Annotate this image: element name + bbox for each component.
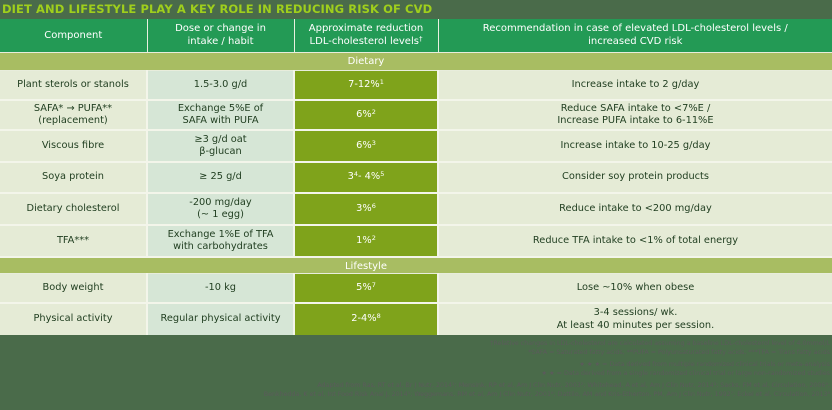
table-row: Viscous fibre ≥3 g/d oat β-glucan 6%3 Inc… <box>0 130 832 163</box>
table-header-row: Component Dose or change in intake / habi… <box>0 19 832 52</box>
dose-cell: ≥3 g/d oat β-glucan <box>147 130 295 163</box>
table-row: TFA*** Exchange 1%E of TFA with carbohydr… <box>0 225 832 258</box>
header-dose: Dose or change in intake / habit <box>147 19 295 52</box>
recommendation-cell: Reduce SAFA intake to <7%E / Increase PUF… <box>438 100 832 131</box>
section-row-lifestyle: Lifestyle <box>0 256 832 274</box>
recommendation-cell: Reduce intake to <200 mg/day <box>438 193 832 226</box>
source-line-1: Adapted from Ras, RT et al, Br J Nutr, 2… <box>317 382 830 389</box>
component-cell: TFA*** <box>0 225 148 258</box>
dose-cell: ≥ 25 g/d <box>147 162 295 194</box>
recommendation-cell: Consider soy protein products <box>438 162 832 194</box>
reduction-cell: 34- 4%5 <box>294 162 439 194</box>
component-cell: Viscous fibre <box>0 130 148 163</box>
recommendation-cell: Reduce TFA intake to <1% of total energy <box>438 225 832 258</box>
table-row: Body weight -10 kg 5%7 Lose ~10% when ob… <box>0 273 832 304</box>
header-recommendation: Recommendation in case of elevated LDL-c… <box>438 19 832 52</box>
reduction-cell: 7-12%1 <box>294 70 439 101</box>
page-title: DIET AND LIFESTYLE PLAY A KEY ROLE IN RE… <box>0 0 832 18</box>
reduction-cell: 2-4%8 <box>294 303 439 335</box>
component-cell: Plant sterols or stanols <box>0 70 148 101</box>
recommendation-cell: 3-4 sessions/ wk. At least 40 minutes per… <box>438 303 832 335</box>
header-component: Component <box>0 19 148 52</box>
cvd-reduction-table: Component Dose or change in intake / habi… <box>0 19 832 335</box>
reduction-cell: 6%2 <box>294 100 439 131</box>
footnote-abbreviations: *SAFA = Saturated fatty acids, **PUFA = … <box>528 349 830 356</box>
dose-cell: Regular physical activity <box>147 303 295 335</box>
source-line-2: Benkhedda, K et al, Int Food Risk Anal J… <box>263 391 830 398</box>
footnotes: †Relative changes in LDL-cholesterol are… <box>0 336 832 410</box>
dose-cell: Exchange 5%E of SAFA with PUFA <box>147 100 295 131</box>
dose-cell: -200 mg/day (~ 1 egg) <box>147 193 295 226</box>
section-label: Lifestyle <box>344 261 387 272</box>
recommendation-cell: Lose ~10% when obese <box>438 273 832 304</box>
recommendation-cell: Increase intake to 10-25 g/day <box>438 130 832 163</box>
component-cell: Soya protein <box>0 162 148 194</box>
dose-cell: Exchange 1%E of TFA with carbohydrates <box>147 225 295 258</box>
dose-cell: -10 kg <box>147 273 295 304</box>
footnote-two-stars: ★ ★ = Data derived from a single randomi… <box>541 370 830 377</box>
reduction-cell: 3%6 <box>294 193 439 226</box>
dose-cell: 1.5-3.0 g/d <box>147 70 295 101</box>
section-label: Dietary <box>347 55 385 67</box>
recommendation-cell: Increase intake to 2 g/day <box>438 70 832 101</box>
component-cell: Physical activity <box>0 303 148 335</box>
table-row: Physical activity Regular physical activ… <box>0 303 832 335</box>
table-row: SAFA* → PUFA** (replacement) Exchange 5%E… <box>0 100 832 131</box>
table-row: Soya protein ≥ 25 g/d 34- 4%5 Consider s… <box>0 162 832 194</box>
reduction-cell: 1%2 <box>294 225 439 258</box>
table-row: Dietary cholesterol -200 mg/day (~ 1 egg)… <box>0 193 832 226</box>
footnote-baseline: †Relative changes in LDL-cholesterol are… <box>490 340 830 347</box>
reduction-cell: 6%3 <box>294 130 439 163</box>
section-row-dietary: Dietary <box>0 51 832 71</box>
component-cell: Dietary cholesterol <box>0 193 148 226</box>
component-cell: Body weight <box>0 273 148 304</box>
component-cell: SAFA* → PUFA** (replacement) <box>0 100 148 131</box>
reduction-cell: 5%7 <box>294 273 439 304</box>
table-row: Plant sterols or stanols 1.5-3.0 g/d 7-1… <box>0 70 832 101</box>
footnote-three-stars: ★ ★ ★ = Data derived from multiple rando… <box>579 361 830 368</box>
header-reduction: Approximate reduction LDL-cholesterol lev… <box>294 19 439 52</box>
